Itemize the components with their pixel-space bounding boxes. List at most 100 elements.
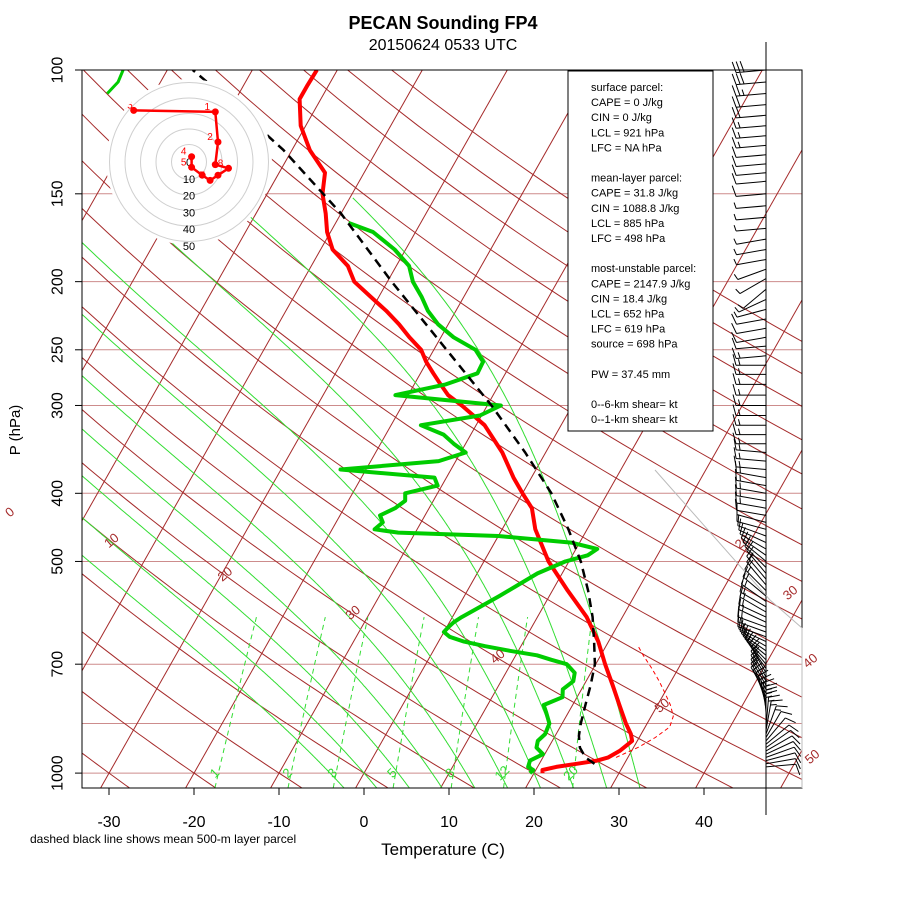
y-tick-label: 100 [50,57,67,84]
info-line: CAPE = 31.8 J/kg [591,188,678,200]
y-tick-label: 1000 [50,755,67,791]
wind-speed-label: 30 [780,582,801,603]
chart-subtitle: 20150624 0533 UTC [369,37,518,54]
x-tick-label: -20 [182,814,205,831]
dry-adiabat-20 [0,70,561,788]
hodograph-point-label: 2 [207,132,213,143]
chart-title: PECAN Sounding FP4 [349,13,538,33]
hodograph-ring-label: 20 [183,191,195,203]
wind-speed-label: 20 [732,531,753,552]
hodograph-point [188,164,195,171]
wind-barb [734,269,766,279]
mixing-ratio-1 [215,617,257,788]
wind-barb [734,447,766,461]
y-tick-label: 250 [49,336,66,363]
wind-barb [732,85,766,96]
hodograph-ring-label: 40 [183,224,195,236]
info-line: most-unstable parcel: [591,263,696,275]
dry-adiabat-130 [216,70,900,788]
hodograph-point-label: 0.5 [119,100,133,111]
wind-barb [732,73,766,84]
y-tick-label: 500 [50,548,67,575]
hodograph-point [199,172,206,179]
wind-barb [732,137,766,148]
footnote: dashed black line shows mean 500-m layer… [30,832,296,846]
wind-speed-label: 50 [802,746,823,767]
wind-barb [734,203,766,209]
hodograph-point [215,139,222,146]
x-axis-title: Temperature (C) [381,840,505,859]
mixing-ratio-label: 12 [491,762,512,783]
info-line: source = 698 hPa [591,339,678,351]
wind-barb [734,456,766,470]
hodograph-ring-label: 30 [183,207,195,219]
hodograph-point [215,172,222,179]
dewpoint-upper-line [107,70,123,94]
wind-barb [732,118,766,129]
x-tick-label: 0 [360,814,369,831]
info-line: mean-layer parcel: [591,173,682,185]
info-line: surface parcel: [591,82,663,94]
isotherm-40 [696,70,900,788]
x-tick-label: 10 [440,814,458,831]
x-tick-label: -30 [97,814,120,831]
hodograph-point [207,177,214,184]
x-tick-label: -10 [267,814,290,831]
info-line: LFC = 619 hPa [591,324,666,336]
wind-barb [732,61,766,72]
isotherm-label: 50 [652,695,673,716]
wind-barb [739,593,766,617]
wind-barb [736,279,766,294]
wind-barb [734,239,766,245]
wind-barb [732,96,766,107]
hodograph-ring-label: 10 [183,174,195,186]
hodograph-point [225,165,232,172]
wind-barb [734,225,766,231]
y-tick-label: 200 [49,268,66,295]
y-tick-label: 300 [49,392,66,419]
hodograph-ring-label: 50 [183,241,195,253]
isotherm-label: 30 [342,602,363,623]
wind-barb [734,214,766,220]
info-line: LCL = 885 hPa [591,218,665,230]
hodograph-point-label: 1 [205,102,211,113]
wind-speed-label: 40 [800,650,821,671]
info-line: 0--6-km shear= kt [591,399,678,411]
info-line: CIN = 0 J/kg [591,112,652,124]
info-line: LFC = 498 hPa [591,233,666,245]
wind-barb [732,323,766,333]
wind-barb [732,186,766,197]
hodograph-point-label: 5 [181,157,187,168]
wind-barb [766,730,799,747]
info-line: PW = 37.45 mm [591,369,670,381]
wind-barb [734,249,766,255]
mixing-ratio-3 [333,617,368,788]
y-tick-label: 150 [50,180,67,207]
hodograph-point-label: 8 [218,158,224,169]
info-line: CAPE = 0 J/kg [591,97,663,109]
x-tick-label: 30 [610,814,628,831]
wind-barb [732,314,766,324]
wind-barb [733,373,766,384]
wind-barb [732,107,766,118]
wind-barb [734,309,766,317]
info-line: LFC = NA hPa [591,142,663,154]
wind-barb [732,128,766,139]
x-tick-label: 20 [525,814,543,831]
info-line: 0--1-km shear= kt [591,414,678,426]
hodograph-point-label: 4 [181,147,187,158]
y-axis-title: P (hPa) [7,405,24,456]
info-line: LCL = 921 hPa [591,127,665,139]
y-tick-label: 400 [50,480,67,507]
info-line: CIN = 18.4 J/kg [591,293,667,305]
info-box: surface parcel: CAPE = 0 J/kg CIN = 0 J/kg… [568,71,713,431]
isotherm-50 [781,70,900,788]
wind-barb [766,695,780,727]
y-tick-label: 700 [49,651,66,678]
x-tick-label: 40 [695,814,713,831]
isotherm-label: 0 [2,504,17,520]
